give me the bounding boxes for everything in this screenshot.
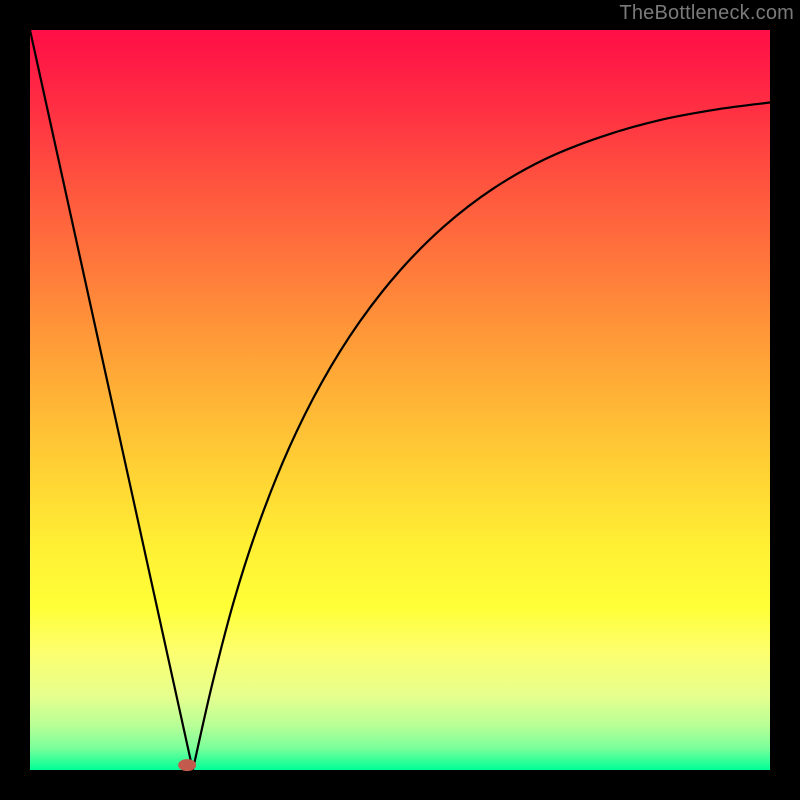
chart-curve: [30, 30, 770, 770]
bottleneck-marker: [178, 759, 196, 771]
chart-plot-area: [30, 30, 770, 770]
watermark-text: TheBottleneck.com: [619, 2, 794, 25]
